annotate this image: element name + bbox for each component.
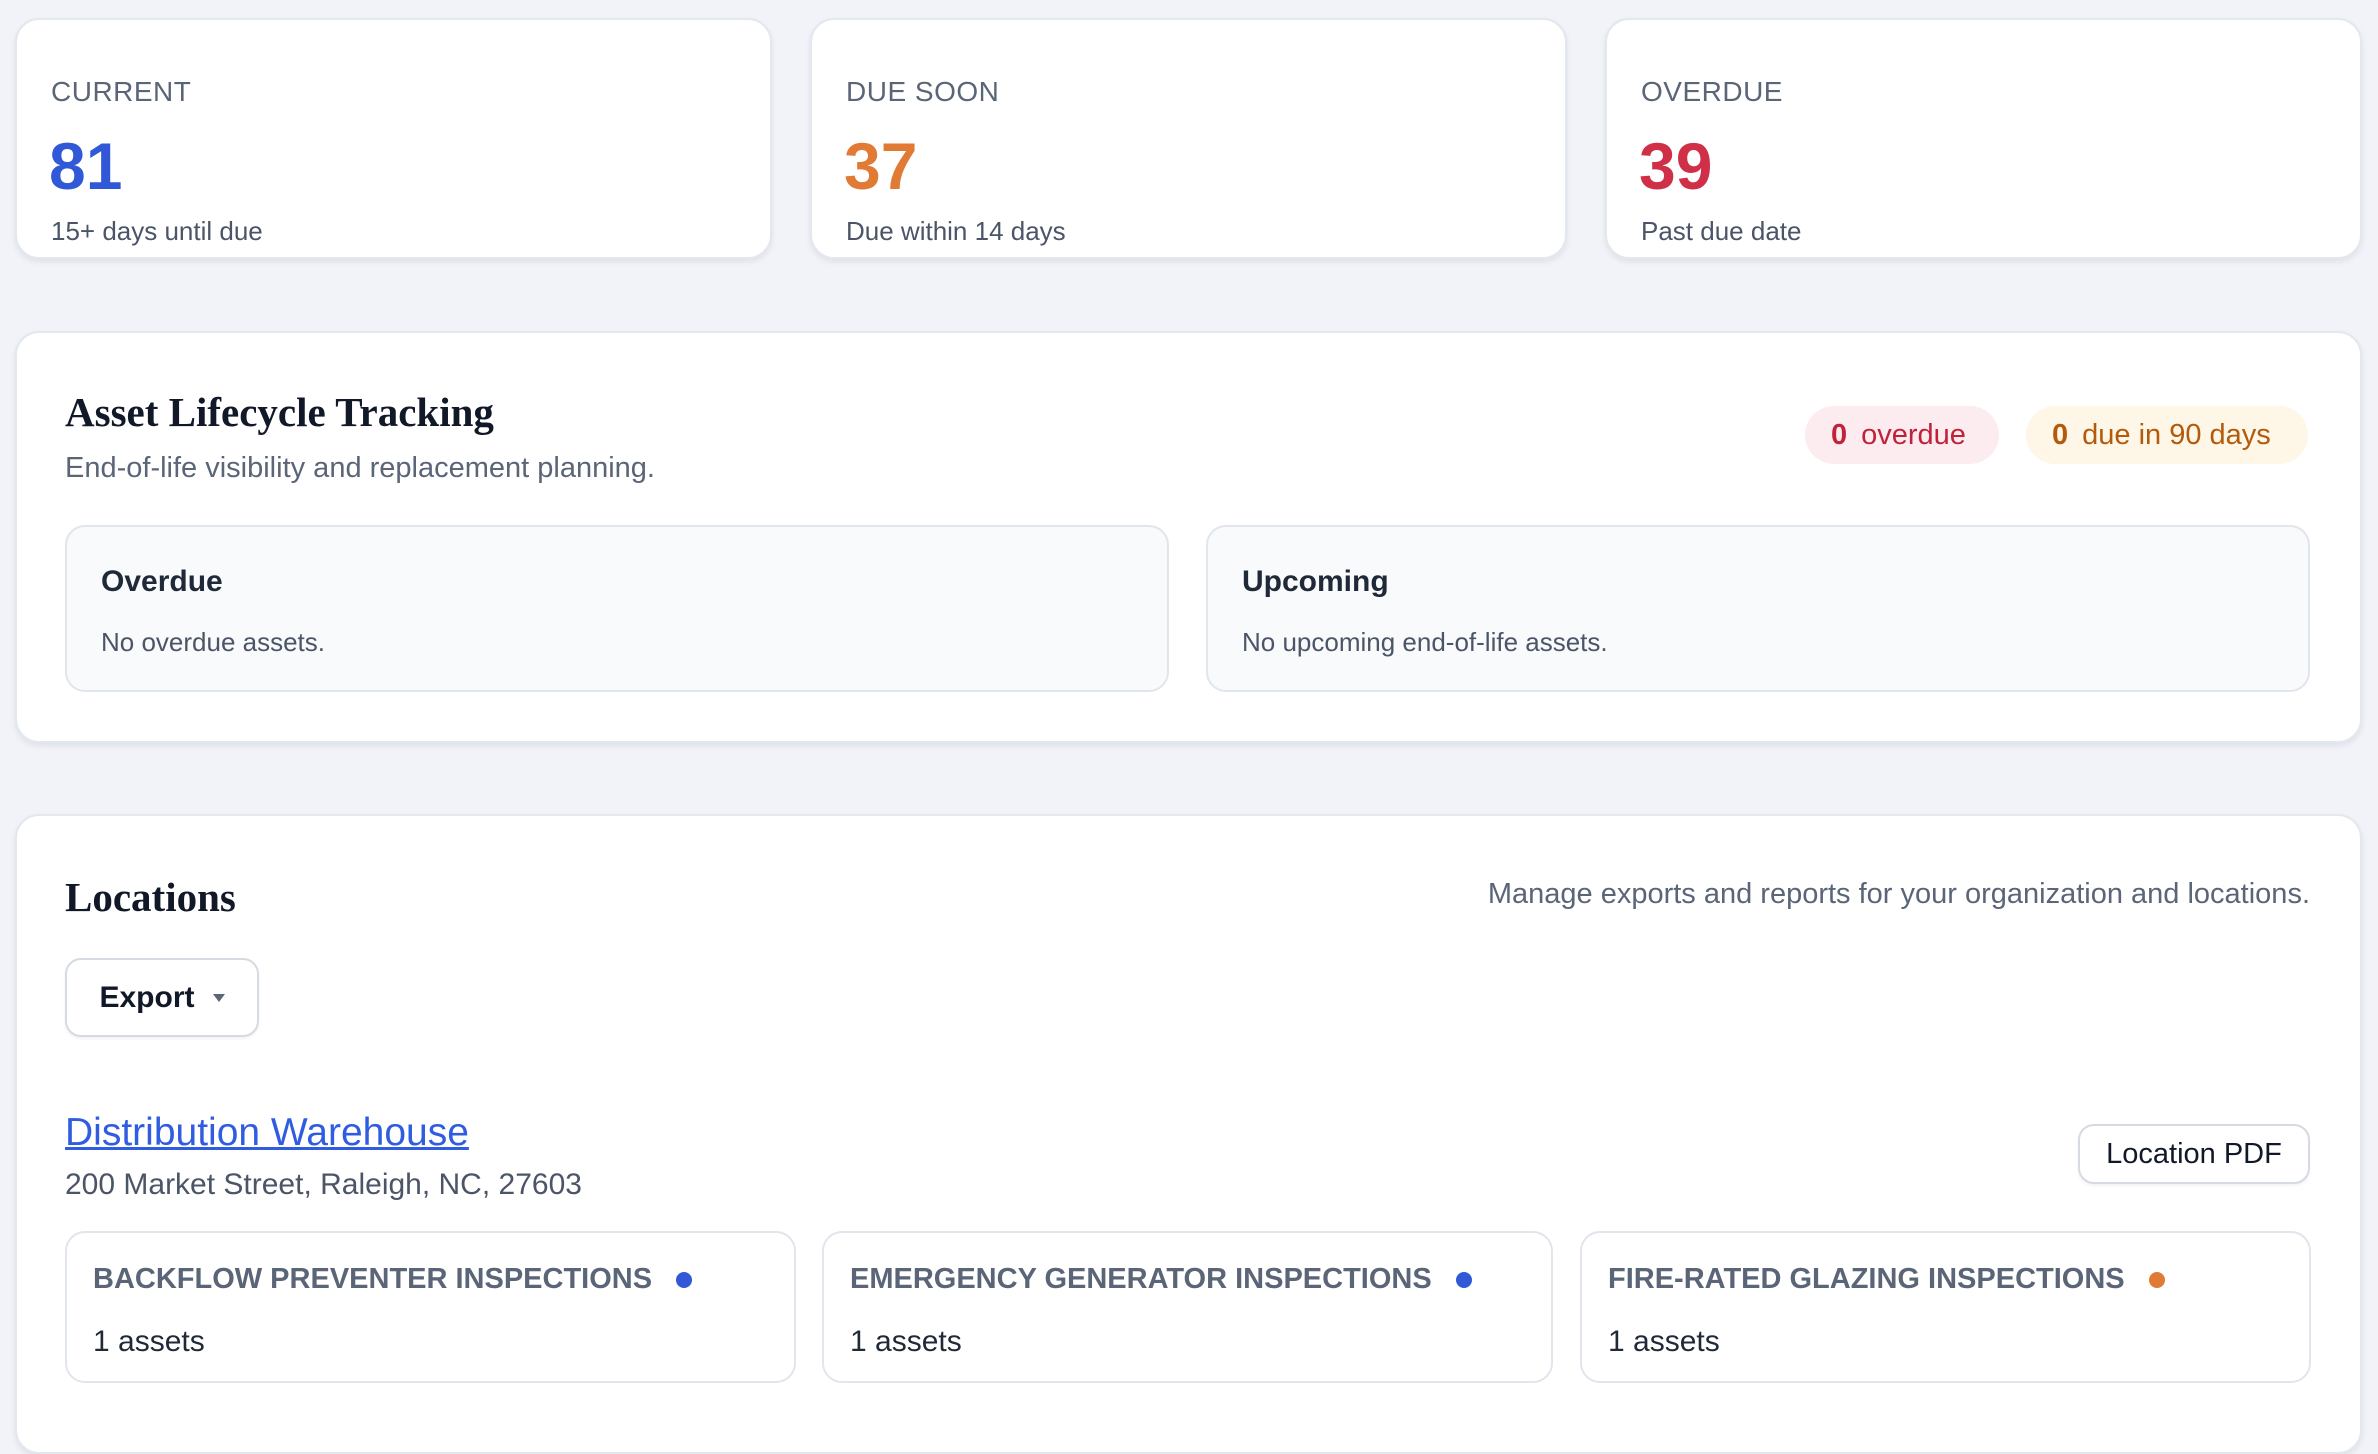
inspection-name: BACKFLOW PREVENTER INSPECTIONS: [93, 1263, 653, 1295]
inspection-assets: 1 assets: [93, 1325, 205, 1358]
inspection-card: FIRE-RATED GLAZING INSPECTIONS 1 assets: [1580, 1231, 2311, 1383]
section-title: Asset Lifecycle Tracking: [65, 389, 494, 435]
stat-note: 15+ days until due: [51, 216, 263, 246]
badge: 0 due in 90 days: [2026, 406, 2308, 464]
button-label: Export: [99, 980, 195, 1014]
panel-title: Overdue: [101, 565, 223, 598]
section-subtitle: End-of-life visibility and replacement p…: [65, 452, 655, 484]
badge-label: due in 90 days: [2082, 418, 2271, 451]
inspection-assets: 1 assets: [850, 1325, 962, 1358]
inspection-name: EMERGENCY GENERATOR INSPECTIONS: [850, 1263, 1432, 1295]
panel-text: No upcoming end-of-life assets.: [1242, 627, 1608, 657]
inspection-card: EMERGENCY GENERATOR INSPECTIONS 1 assets: [822, 1231, 1553, 1383]
panel: Overdue No overdue assets.: [65, 525, 1169, 692]
section-description: Manage exports and reports for your orga…: [1487, 878, 2310, 910]
pdf-button[interactable]: Location PDF: [2078, 1124, 2310, 1184]
dropdown-arrow: [212, 993, 225, 1002]
status-dot: [1455, 1271, 1472, 1288]
location-address: 200 Market Street, Raleigh, NC, 27603: [65, 1168, 582, 1201]
stat-value: 37: [844, 129, 918, 203]
status-dot: [676, 1271, 693, 1288]
section-title: Locations: [65, 874, 236, 920]
stat-card: OVERDUE 39 Past due date: [1605, 18, 2362, 259]
panel-text: No overdue assets.: [101, 627, 326, 657]
stat-label: CURRENT: [51, 76, 192, 107]
stat-card: CURRENT 81 15+ days until due: [15, 18, 772, 259]
stat-note: Due within 14 days: [846, 216, 1066, 246]
inspection-assets: 1 assets: [1608, 1325, 1720, 1358]
panel: Upcoming No upcoming end-of-life assets.: [1206, 525, 2310, 692]
button-label: Location PDF: [2106, 1137, 2282, 1170]
inspection-name: FIRE-RATED GLAZING INSPECTIONS: [1608, 1263, 2125, 1295]
badge: 0 overdue: [1805, 406, 1999, 464]
stat-card: DUE SOON 37 Due within 14 days: [810, 18, 1567, 259]
stat-label: DUE SOON: [846, 76, 1000, 107]
badge-count: 0: [1831, 418, 1848, 451]
inspection-card: BACKFLOW PREVENTER INSPECTIONS 1 assets: [65, 1231, 796, 1383]
stat-note: Past due date: [1641, 216, 1802, 246]
badge-count: 0: [2052, 418, 2069, 451]
location-link[interactable]: Distribution Warehouse: [65, 1111, 469, 1154]
export-button[interactable]: Export: [65, 958, 259, 1037]
stat-value: 81: [49, 129, 123, 203]
badge-label: overdue: [1861, 418, 1966, 451]
status-dot: [2148, 1271, 2165, 1288]
panel-title: Upcoming: [1242, 565, 1389, 598]
stat-label: OVERDUE: [1641, 76, 1783, 107]
page: CURRENT 81 15+ days until due DUE SOON 3…: [15, 18, 2362, 1454]
stat-value: 39: [1639, 129, 1713, 203]
